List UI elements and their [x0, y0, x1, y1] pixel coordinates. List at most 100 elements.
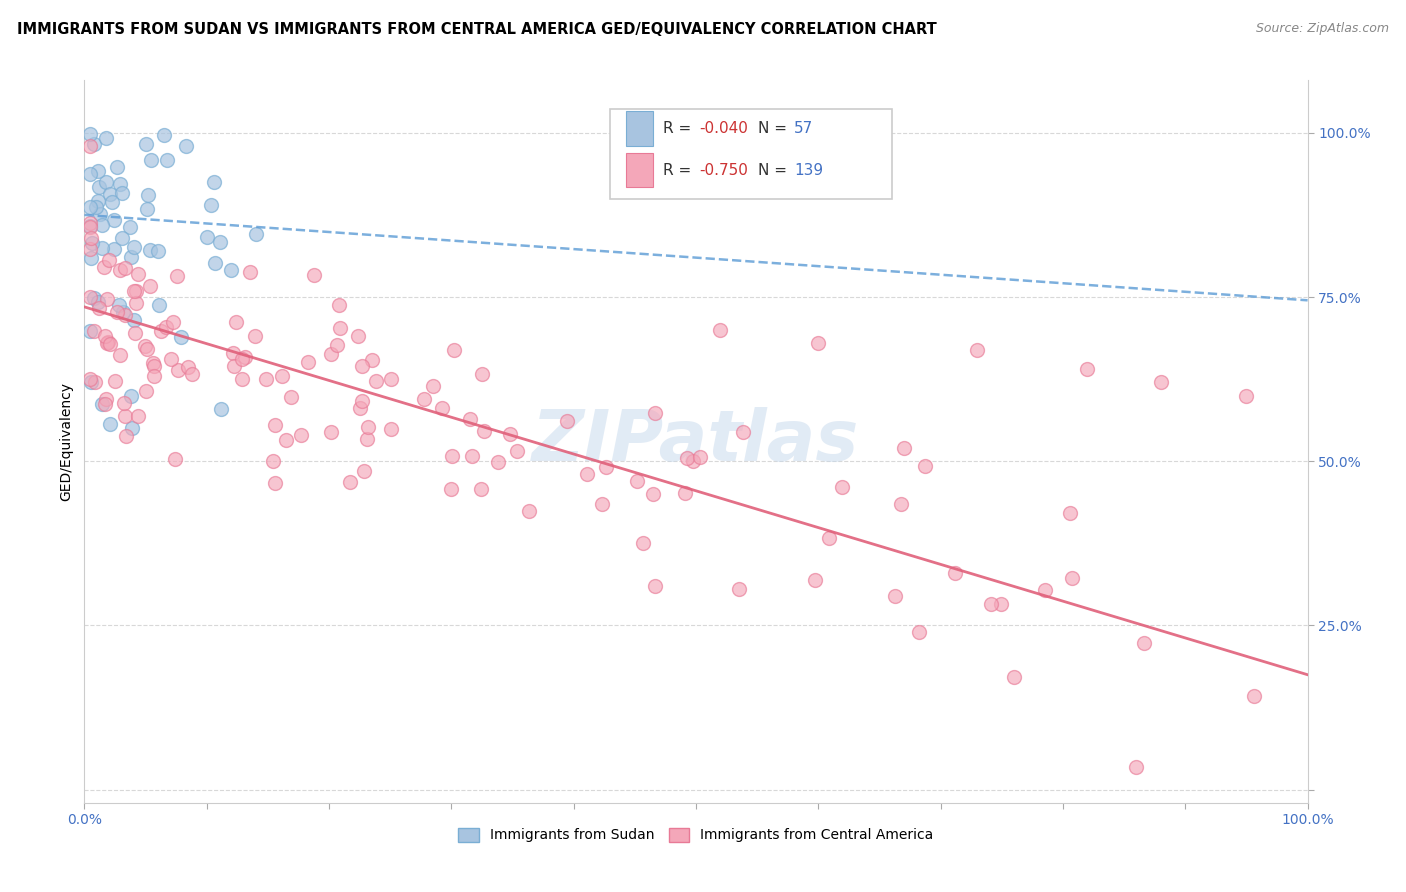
Y-axis label: GED/Equivalency: GED/Equivalency — [59, 382, 73, 501]
Point — [125, 284, 148, 298]
Point — [127, 267, 149, 281]
Text: 139: 139 — [794, 162, 823, 178]
Point — [111, 305, 134, 319]
Point — [280, 391, 302, 405]
Point — [943, 566, 966, 580]
Point — [239, 265, 262, 279]
Point — [506, 444, 529, 458]
Point — [380, 371, 402, 385]
Point — [134, 339, 156, 353]
Point — [689, 450, 711, 464]
Point — [79, 167, 101, 181]
Point — [471, 367, 494, 381]
Point — [1076, 362, 1098, 376]
Point — [79, 372, 101, 386]
Point — [87, 164, 110, 178]
Point — [155, 319, 177, 334]
Point — [146, 244, 169, 258]
Point — [274, 433, 297, 447]
Point — [152, 128, 174, 143]
Point — [93, 329, 115, 343]
Point — [97, 335, 120, 350]
Point — [80, 230, 103, 244]
Point — [443, 343, 465, 357]
Point — [79, 219, 101, 234]
Point — [84, 200, 107, 214]
Point — [413, 392, 436, 406]
Point — [360, 353, 382, 368]
Point — [135, 202, 157, 217]
Point — [163, 451, 186, 466]
Point — [84, 376, 107, 390]
Bar — [626, 112, 654, 146]
Point — [176, 359, 198, 374]
Point — [87, 295, 110, 310]
Point — [304, 268, 326, 282]
Point — [79, 216, 101, 230]
Point — [884, 590, 907, 604]
Point — [908, 624, 931, 639]
Point — [633, 536, 655, 550]
Point — [591, 497, 613, 511]
Point — [222, 359, 245, 373]
Point — [202, 175, 225, 189]
Point — [83, 291, 105, 305]
Point — [121, 421, 143, 435]
Point — [233, 350, 256, 364]
Point — [108, 348, 131, 362]
Point — [245, 227, 267, 241]
Point — [321, 425, 343, 439]
Point — [329, 321, 352, 335]
Point — [1243, 689, 1265, 703]
Point — [831, 480, 853, 494]
Point — [319, 346, 342, 360]
Point — [499, 426, 522, 441]
Point — [94, 175, 117, 189]
Point — [94, 397, 117, 411]
Text: -0.040: -0.040 — [700, 121, 748, 136]
Point — [1125, 760, 1147, 774]
Point — [162, 315, 184, 329]
Point — [441, 449, 464, 463]
Point — [122, 313, 145, 327]
Point — [79, 251, 101, 265]
Point — [1059, 506, 1081, 520]
Text: R =: R = — [664, 121, 696, 136]
Point — [461, 450, 484, 464]
Point — [254, 371, 277, 385]
Point — [142, 356, 165, 370]
Point — [135, 384, 157, 398]
Point — [349, 401, 371, 415]
Point — [166, 363, 188, 377]
Point — [209, 401, 232, 416]
Point — [486, 455, 509, 469]
Point — [470, 482, 492, 496]
Point — [114, 409, 136, 424]
Legend: Immigrants from Sudan, Immigrants from Central America: Immigrants from Sudan, Immigrants from C… — [453, 822, 939, 848]
Point — [108, 177, 131, 191]
Point — [139, 243, 162, 257]
Point — [626, 474, 648, 488]
Point — [79, 200, 101, 214]
Point — [79, 219, 101, 233]
Point — [980, 597, 1002, 611]
Point — [225, 314, 247, 328]
Point — [264, 475, 287, 490]
Point — [676, 450, 699, 465]
Point — [159, 352, 181, 367]
Point — [352, 394, 374, 409]
Point — [180, 367, 202, 381]
Point — [804, 574, 827, 588]
Point — [174, 139, 197, 153]
Text: ZIPatlas: ZIPatlas — [533, 407, 859, 476]
Point — [124, 326, 146, 341]
Point — [727, 582, 749, 597]
Point — [380, 422, 402, 436]
Point — [350, 359, 373, 374]
Point — [243, 329, 266, 343]
Text: IMMIGRANTS FROM SUDAN VS IMMIGRANTS FROM CENTRAL AMERICA GED/EQUIVALENCY CORRELA: IMMIGRANTS FROM SUDAN VS IMMIGRANTS FROM… — [17, 22, 936, 37]
Point — [143, 359, 166, 374]
Point — [94, 131, 117, 145]
Point — [166, 269, 188, 284]
Point — [114, 260, 136, 275]
